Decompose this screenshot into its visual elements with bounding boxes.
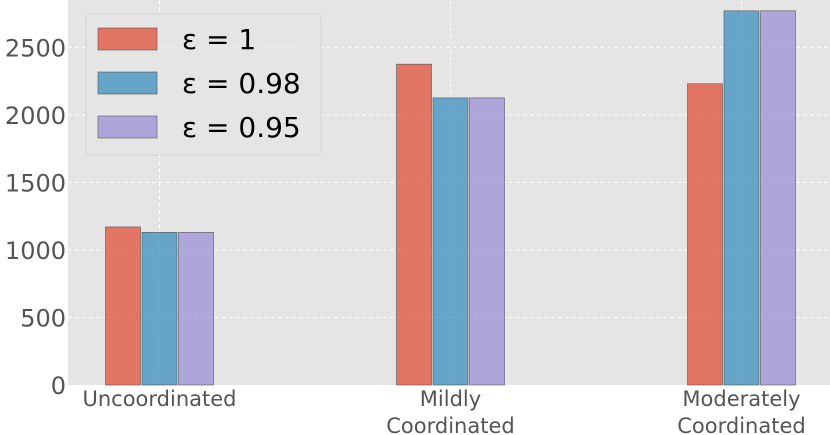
x-tick-label: Moderately <box>682 387 800 411</box>
legend-swatch <box>97 115 158 139</box>
bar <box>723 10 760 386</box>
y-tick-label: 500 <box>20 304 66 332</box>
x-tick-label: Uncoordinated <box>82 387 236 411</box>
x-tick-label: Coordinated <box>386 414 514 435</box>
bar <box>105 226 141 386</box>
y-tick-label: 1500 <box>5 169 66 197</box>
legend-label: ε = 0.95 <box>182 111 301 144</box>
y-axis-tick-labels: 0 500 1000 1500 2000 2500 <box>5 34 66 400</box>
x-tick-label: Mildly <box>420 387 481 411</box>
bar <box>760 10 796 386</box>
legend: ε = 1 ε = 0.98 ε = 0.95 <box>85 13 322 156</box>
legend-swatch <box>97 71 158 95</box>
bars <box>105 10 796 386</box>
bar <box>469 97 505 386</box>
bar <box>396 63 432 386</box>
bar <box>141 232 178 386</box>
legend-label: ε = 1 <box>182 23 256 56</box>
y-tick-label: 0 <box>51 372 66 400</box>
bar <box>432 97 469 386</box>
bar <box>178 232 214 386</box>
y-tick-label: 2000 <box>5 102 66 130</box>
x-tick-label: Coordinated <box>677 414 805 435</box>
y-tick-label: 2500 <box>5 34 66 62</box>
bar <box>687 83 723 386</box>
legend-swatch <box>97 27 158 51</box>
x-axis-tick-labels: Uncoordinated Mildly Coordinated Moderately… <box>82 387 805 435</box>
y-tick-label: 1000 <box>5 237 66 265</box>
legend-label: ε = 0.98 <box>182 67 301 100</box>
